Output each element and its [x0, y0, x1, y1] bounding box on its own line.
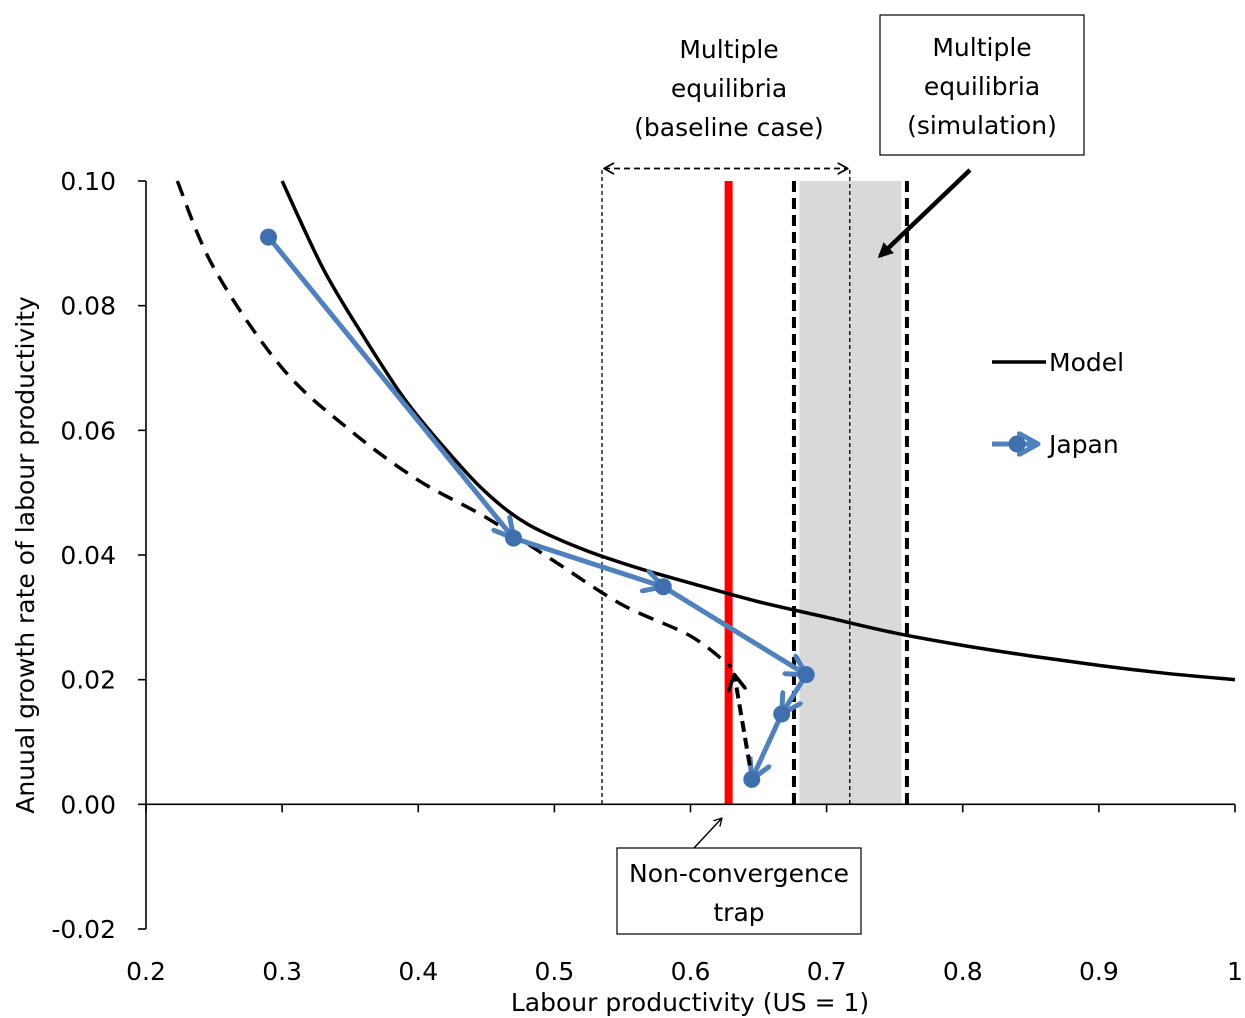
x-tick-label-2: 0.4 — [398, 957, 438, 986]
japan-point-5 — [743, 770, 761, 788]
simulation-pointer-arrow — [877, 168, 972, 259]
japan-point-0 — [260, 228, 278, 246]
legend-japan-label: Japan — [1047, 430, 1119, 459]
x-tick-label-6: 0.8 — [943, 957, 983, 986]
baseline-annotation-line2: equilibria — [671, 74, 787, 103]
trap-annotation-line2: trap — [713, 898, 764, 927]
x-tick-label-5: 0.7 — [807, 957, 847, 986]
japan-point-1 — [505, 529, 523, 547]
dashed-curve — [175, 180, 733, 669]
y-tick-label-3: 0.04 — [60, 541, 116, 570]
x-tick-label-1: 0.3 — [262, 957, 302, 986]
japan-segment-4 — [752, 711, 785, 782]
dashed-return-arrow — [734, 675, 752, 766]
x-tick-label-7: 0.9 — [1079, 957, 1119, 986]
baseline-annotation-line1: Multiple — [679, 35, 778, 64]
japan-point-2 — [654, 578, 672, 596]
simulation-equilibria-band — [799, 181, 902, 805]
japan-segment-0 — [266, 234, 517, 541]
model-curve — [280, 180, 1236, 682]
y-tick-label-0: -0.02 — [51, 915, 116, 944]
trap-annotation-box — [616, 847, 862, 935]
trap-annotation-line1: Non-convergence — [629, 859, 849, 888]
simulation-annotation-line2: equilibria — [924, 72, 1040, 101]
y-tick-label-1: 0.00 — [60, 790, 116, 819]
y-tick-label-2: 0.02 — [60, 666, 116, 695]
x-tick-label-4: 0.6 — [671, 957, 711, 986]
x-tick-label-3: 0.5 — [534, 957, 574, 986]
x-axis-title: Labour productivity (US = 1) — [511, 988, 869, 1017]
legend-model-label: Model — [1049, 348, 1124, 377]
y-tick-label-6: 0.10 — [60, 167, 116, 196]
x-tick-label-8: 1 — [1227, 957, 1243, 986]
simulation-annotation-line1: Multiple — [932, 33, 1031, 62]
japan-point-4 — [773, 705, 791, 723]
baseline-annotation-line3: (baseline case) — [634, 113, 824, 142]
legend-japan-marker — [1008, 435, 1026, 453]
simulation-annotation-box — [879, 14, 1085, 156]
legend: Model Japan — [992, 348, 1124, 459]
annotation-arrows — [603, 162, 972, 849]
japan-path — [260, 228, 815, 788]
japan-segment-1 — [511, 535, 666, 587]
curves — [175, 180, 1236, 682]
x-tick-label-0: 0.2 — [126, 957, 166, 986]
y-axis-title: Anuual growth rate of labour productivit… — [11, 296, 40, 814]
japan-point-3 — [797, 666, 815, 684]
y-tick-label-5: 0.08 — [60, 292, 116, 321]
japan-segment-2 — [660, 584, 809, 678]
y-tick-label-4: 0.06 — [60, 416, 116, 445]
trap-pointer-arrow — [693, 817, 723, 849]
axes: 0.2 0.3 0.4 0.5 0.6 0.7 0.8 0.9 1 -0.02 0.00 0.02 0.… — [51, 167, 1243, 986]
simulation-annotation-line3: (simulation) — [907, 111, 1057, 140]
